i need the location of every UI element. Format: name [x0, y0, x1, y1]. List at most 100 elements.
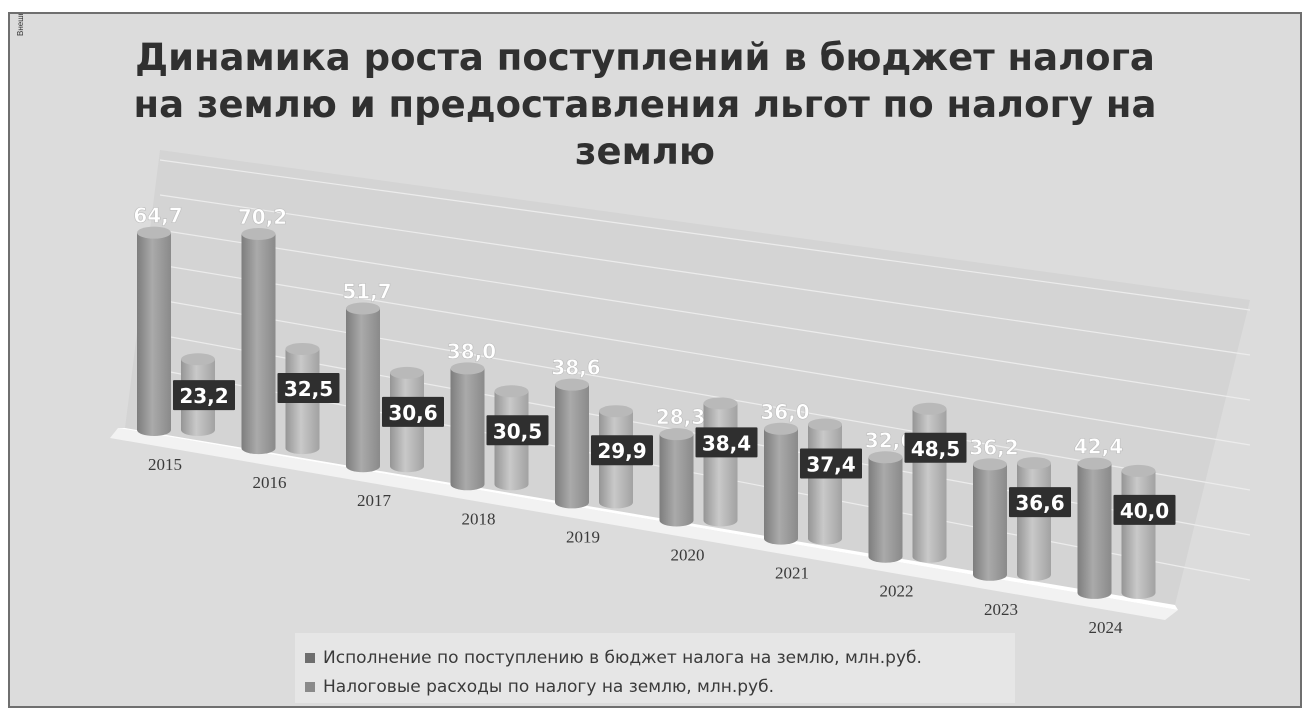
data-label-box-series-2: [904, 432, 967, 463]
data-label-series-1: 70,2: [238, 205, 287, 229]
gridline: [159, 229, 1251, 401]
data-label-series-2: 48,5: [911, 437, 960, 461]
bar-series-1-top: [764, 422, 798, 435]
bar-series-1-top: [659, 428, 694, 441]
x-tick-label: 2018: [462, 509, 496, 528]
bar-series-2-top: [181, 353, 215, 366]
bar-series-1: [1077, 457, 1112, 599]
bar-series-1-body: [137, 232, 171, 436]
data-label-box-series-2: [1113, 494, 1176, 525]
bar-series-2: [808, 418, 842, 545]
data-label-series-2: 29,9: [597, 439, 646, 463]
data-label-box-series-2: [382, 396, 444, 427]
bar-series-2-top: [390, 366, 424, 379]
data-label-series-2: 30,6: [388, 401, 437, 425]
bar-series-2-top: [285, 342, 320, 355]
bar-series-1-body: [450, 368, 485, 491]
legend-item-series-2: Налоговые расходы по налогу на землю, мл…: [305, 676, 774, 698]
data-label-series-1: 38,0: [447, 339, 496, 363]
bar-series-1: [868, 451, 903, 563]
bar-series-2: [703, 397, 738, 527]
bar-series-1-top: [973, 458, 1007, 471]
bar-series-2-top: [808, 418, 842, 431]
data-label-box-series-2: [1009, 487, 1071, 518]
bar-series-2-top: [1017, 457, 1051, 470]
chart-legend: Исполнение по поступлению в бюджет налог…: [295, 633, 1015, 703]
legend-swatch-series-1: [305, 653, 315, 663]
x-tick-label: 2016: [253, 473, 287, 492]
bar-series-1: [555, 378, 589, 509]
bar-series-1-top: [555, 378, 589, 391]
data-label-series-1: 42,4: [1074, 435, 1123, 459]
gridline: [159, 194, 1251, 356]
bar-series-2: [1017, 457, 1051, 581]
bar-series-2-top: [494, 385, 529, 398]
legend-label-series-2: Налоговые расходы по налогу на землю, мл…: [323, 677, 775, 697]
data-label-series-2: 30,5: [493, 419, 542, 443]
x-tick-label: 2021: [775, 564, 809, 583]
legend-label-series-1: Исполнение по поступлению в бюджет налог…: [323, 648, 922, 668]
data-label-box-series-2: [591, 435, 653, 466]
bar-series-1-top: [346, 302, 380, 315]
data-label-series-2: 36,6: [1015, 491, 1064, 515]
chart-back-wall: [125, 150, 1250, 605]
bar-series-2: [912, 402, 947, 563]
bar-series-1-body: [868, 457, 903, 563]
bar-series-2-top: [912, 402, 947, 415]
bar-series-1-body: [764, 428, 798, 545]
x-tick-label: 2019: [566, 527, 600, 546]
data-label-box-series-2: [800, 448, 862, 479]
legend-item-series-1: Исполнение по поступлению в бюджет налог…: [305, 647, 922, 669]
bar-series-1-body: [241, 233, 276, 455]
gridline: [159, 299, 1251, 491]
data-label-box-series-2: [486, 415, 549, 446]
bar-series-1-top: [137, 226, 171, 239]
data-label-series-2: 38,4: [702, 431, 751, 455]
gridline: [159, 264, 1251, 446]
bar-series-1-body: [555, 384, 589, 509]
bar-series-1-body: [1077, 463, 1112, 599]
bar-series-1: [137, 226, 171, 436]
bar-series-1: [973, 458, 1007, 581]
bar-series-1: [764, 422, 798, 545]
data-label-series-1: 36,0: [760, 400, 809, 424]
data-label-series-1: 64,7: [133, 204, 182, 228]
bar-series-2-body: [912, 408, 947, 563]
data-label-series-2: 40,0: [1120, 499, 1169, 523]
bar-series-1-top: [450, 362, 485, 375]
bar-series-1-top: [1077, 457, 1112, 470]
bar-series-1-top: [868, 451, 903, 464]
bar-series-2-top: [1121, 464, 1156, 477]
x-tick-label: 2023: [984, 600, 1018, 619]
chart-floor-edge: [110, 428, 1178, 620]
bar-series-2-body: [808, 424, 842, 545]
bar-series-1-body: [346, 308, 380, 473]
chart-floor: [118, 428, 1178, 610]
bar-series-1-body: [659, 434, 694, 527]
bar-series-2-body: [703, 403, 738, 527]
bar-series-1: [659, 428, 694, 527]
x-tick-label: 2024: [1089, 618, 1124, 637]
bar-series-2-body: [1121, 470, 1156, 599]
data-label-box-series-2: [173, 380, 235, 411]
chart-title: Динамика роста поступлений в бюджет нало…: [133, 36, 1157, 173]
bar-series-1: [241, 227, 276, 455]
legend-swatch-series-2: [305, 682, 315, 692]
x-tick-label: 2017: [357, 491, 392, 510]
data-label-series-1: 36,2: [969, 435, 1018, 459]
bar-series-1: [450, 362, 485, 491]
data-label-box-series-2: [277, 372, 340, 403]
data-label-box-series-2: [695, 427, 758, 458]
data-label-series-1: 28,3: [656, 405, 705, 429]
bar-series-2-body: [1017, 463, 1051, 581]
bar-series-1-top: [241, 227, 276, 240]
bar-series-2: [1121, 464, 1156, 599]
data-label-series-1: 51,7: [342, 280, 391, 304]
bar-series-1-body: [973, 464, 1007, 581]
gridline: [159, 159, 1251, 311]
data-label-series-1: 38,6: [551, 356, 600, 380]
x-tick-label: 2022: [880, 582, 914, 601]
bar-series-1: [346, 302, 380, 473]
x-tick-label: 2020: [671, 546, 705, 565]
